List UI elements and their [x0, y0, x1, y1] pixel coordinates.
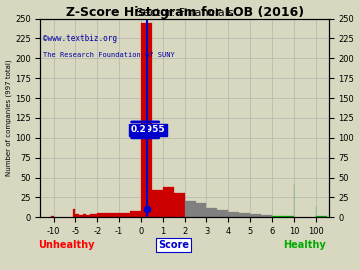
Text: 0.2955: 0.2955	[130, 125, 165, 134]
Bar	[195, 203, 207, 217]
Y-axis label: Number of companies (997 total): Number of companies (997 total)	[5, 60, 12, 176]
Bar	[163, 187, 174, 217]
Bar	[261, 215, 272, 217]
Text: Score: Score	[158, 239, 189, 249]
Bar	[316, 216, 327, 217]
Text: Unhealthy: Unhealthy	[39, 239, 95, 249]
Bar	[286, 216, 288, 217]
Title: Z-Score Histogram for LOB (2016): Z-Score Histogram for LOB (2016)	[66, 6, 304, 19]
Bar	[108, 213, 119, 217]
Bar	[250, 214, 261, 217]
Bar	[217, 210, 228, 217]
Bar	[79, 215, 83, 217]
Text: The Research Foundation of SUNY: The Research Foundation of SUNY	[43, 52, 175, 58]
Bar	[130, 211, 141, 217]
Bar	[94, 214, 97, 217]
Bar	[90, 214, 94, 217]
Text: ©www.textbiz.org: ©www.textbiz.org	[43, 35, 117, 43]
Bar	[73, 210, 75, 217]
Bar	[283, 216, 286, 217]
Bar	[185, 201, 195, 217]
Bar	[86, 215, 90, 217]
Bar	[288, 216, 291, 217]
Bar	[278, 216, 280, 217]
Text: Healthy: Healthy	[283, 239, 326, 249]
Bar	[280, 216, 283, 217]
Bar	[228, 212, 239, 217]
Bar	[291, 216, 294, 217]
Bar	[275, 216, 278, 217]
Bar	[272, 216, 275, 217]
Bar	[83, 214, 86, 217]
Text: Sector: Financials: Sector: Financials	[136, 8, 233, 18]
Bar	[97, 213, 108, 217]
Bar	[152, 190, 163, 217]
Bar	[141, 22, 152, 217]
Bar	[207, 208, 217, 217]
Bar	[51, 216, 54, 217]
Bar	[75, 214, 79, 217]
Bar	[239, 213, 250, 217]
Bar	[174, 194, 185, 217]
Bar	[119, 212, 130, 217]
